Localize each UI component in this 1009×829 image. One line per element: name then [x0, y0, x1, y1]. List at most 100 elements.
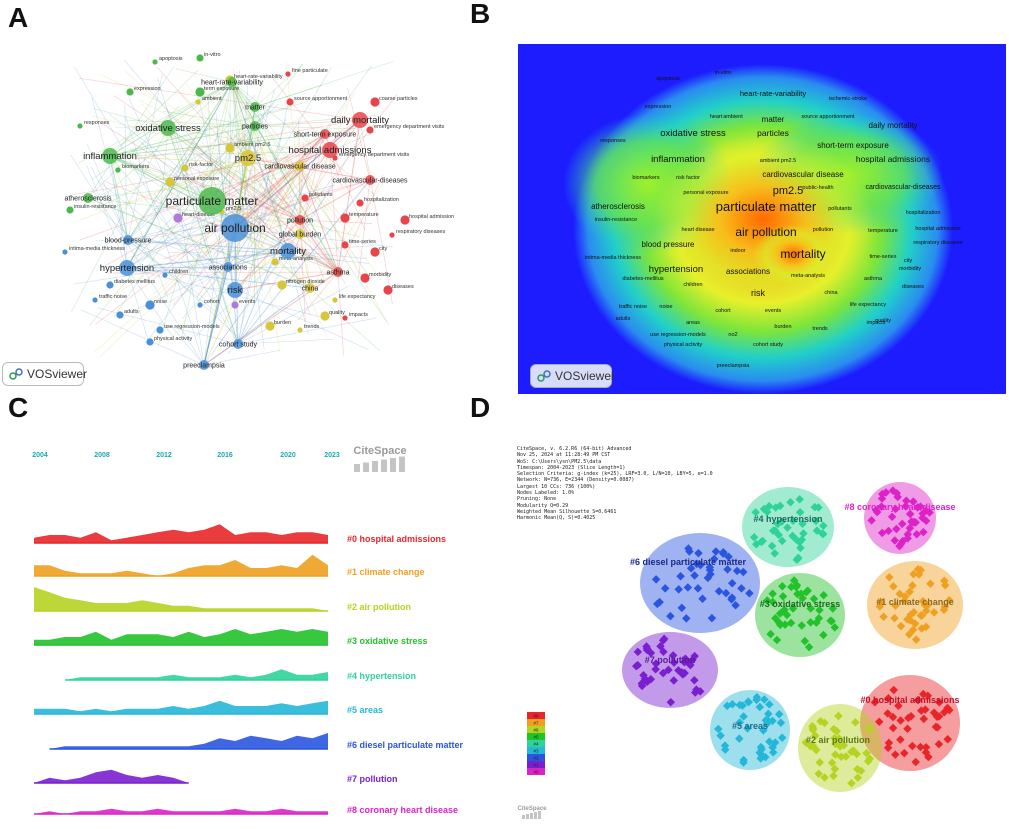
- density-term-label: apoptosis: [656, 76, 680, 82]
- network-term-label: matter: [245, 104, 266, 111]
- network-edge: [90, 166, 129, 241]
- cluster-node: [819, 521, 828, 530]
- cluster-group: #5 areas: [710, 690, 790, 770]
- network-node-label: term exposure: [204, 86, 239, 92]
- network-edge: [127, 239, 216, 312]
- network-edge: [126, 267, 150, 345]
- network-edge: [233, 133, 326, 272]
- cluster-node: [841, 752, 851, 761]
- cluster-node: [658, 668, 668, 678]
- network-node: [341, 241, 349, 249]
- cluster-node: [903, 724, 912, 734]
- network-node: [146, 338, 154, 346]
- network-node: [356, 199, 364, 207]
- network-edge: [287, 250, 311, 316]
- network-edge: [167, 127, 301, 221]
- density-term-label: ambient pm2.5: [760, 158, 796, 164]
- legend-tick-label: #7: [533, 721, 539, 726]
- network-edge: [329, 149, 344, 356]
- network-edge: [181, 266, 229, 319]
- network-edge: [162, 110, 256, 127]
- network-node: [265, 321, 275, 331]
- density-term-label: areas: [686, 320, 700, 326]
- network-edge: [359, 119, 393, 305]
- cluster-node: [934, 712, 944, 721]
- network-node-label: personal exposure: [174, 176, 219, 182]
- cluster-node: [921, 705, 930, 714]
- network-edge: [247, 157, 281, 354]
- network-edge: [237, 106, 288, 345]
- network-node: [277, 280, 287, 290]
- cluster-node: [863, 756, 873, 766]
- network-edge: [127, 185, 334, 241]
- network-edge: [231, 81, 289, 252]
- timeline-cluster-label: #5 areas: [347, 705, 383, 715]
- network-edge: [144, 227, 236, 344]
- network-edge: [254, 84, 323, 108]
- density-term-label: risk: [751, 288, 765, 298]
- timeline-cluster: #4 hypertension: [64, 669, 416, 681]
- network-edge: [297, 271, 339, 321]
- cluster-node: [940, 576, 949, 586]
- density-term-label: mortality: [780, 247, 825, 261]
- network-edge: [126, 266, 229, 269]
- cluster-node: [877, 502, 886, 511]
- cluster-node: [637, 679, 647, 688]
- citespace-logo-text-c: CiteSpace: [353, 445, 406, 457]
- legend-tick-label: #0: [533, 770, 539, 775]
- network-term-label: hypertension: [100, 263, 154, 274]
- network-edge: [89, 125, 256, 326]
- network-node-label: diseases: [392, 284, 414, 290]
- network-edge: [87, 197, 311, 289]
- density-term-label: physical activity: [664, 342, 702, 348]
- cluster-node: [815, 758, 825, 767]
- density-term-label: morbidity: [899, 266, 922, 272]
- cluster-node: [720, 741, 730, 750]
- network-edge: [92, 115, 249, 159]
- network-edge: [87, 66, 175, 199]
- network-node-label: risk-factor: [189, 162, 213, 168]
- network-edge: [227, 266, 303, 269]
- network-edge: [109, 155, 201, 266]
- network-edge: [127, 239, 207, 301]
- network-node-label: respiratory diseases: [396, 229, 445, 235]
- network-edge: [215, 165, 301, 174]
- network-node-label: emergency department visits: [374, 124, 445, 130]
- network-edge: [211, 131, 376, 202]
- network-node: [115, 167, 121, 173]
- cluster-node: [718, 549, 728, 558]
- cluster-node: [707, 613, 717, 623]
- network-edge: [109, 81, 233, 157]
- network-node-label: burden: [274, 320, 291, 326]
- network-term-label: cardiovascular-diseases: [332, 177, 408, 184]
- network-edge: [109, 125, 256, 157]
- cluster-node: [758, 536, 767, 546]
- network-node: [352, 112, 368, 128]
- vosviewer-network-view: apoptosis in-vitro heart-rate-variability f…: [62, 52, 454, 370]
- network-edge: [127, 224, 217, 241]
- network-edge: [126, 211, 217, 269]
- cluster-node: [778, 581, 787, 591]
- density-term-label: asthma: [864, 276, 883, 282]
- network-edge: [237, 284, 351, 345]
- network-edge: [299, 179, 371, 221]
- cluster-node: [768, 748, 778, 757]
- network-node-label: apoptosis: [159, 56, 183, 62]
- network-node: [295, 161, 305, 171]
- cluster-group: #1 climate change: [867, 561, 963, 649]
- network-node-label: temperature: [349, 212, 379, 218]
- density-term-label: ischemic-stroke: [829, 96, 867, 102]
- network-node-label: cohort: [204, 299, 220, 305]
- citespace-logo-bar: [526, 814, 529, 819]
- network-edge: [166, 165, 301, 346]
- network-node-label: heart-disease: [182, 212, 215, 218]
- network-edge: [237, 179, 371, 345]
- density-term-label: heart: [710, 114, 723, 120]
- network-edge: [109, 155, 129, 241]
- density-term-label: adults: [616, 316, 631, 322]
- vosviewer-logo-icon-b: [537, 369, 551, 383]
- network-edge: [134, 119, 361, 160]
- network-edge: [231, 81, 339, 273]
- network-node-label: events: [239, 299, 255, 305]
- timeline-cluster-label: #3 oxidative stress: [347, 636, 428, 646]
